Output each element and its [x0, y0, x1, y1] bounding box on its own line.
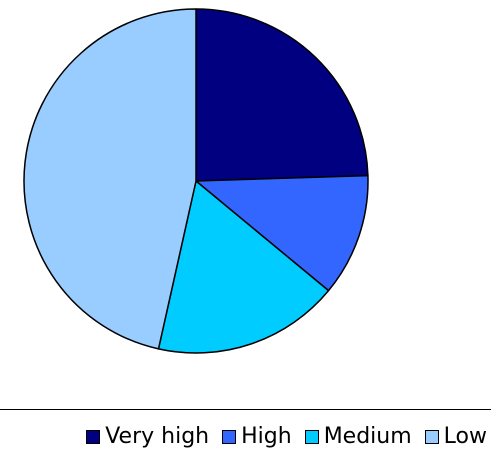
legend-item-high: High [222, 422, 292, 452]
legend-label-low: Low [443, 424, 487, 449]
legend-item-very-high: Very high [86, 422, 209, 452]
legend-item-medium: Medium [304, 422, 412, 452]
legend-label-very-high: Very high [105, 424, 210, 449]
pie-slice-low [23, 8, 197, 350]
pie-slice-very-high [195, 8, 369, 182]
legend-swatch-medium [304, 430, 319, 444]
legend-swatch-low [424, 430, 439, 444]
legend-item-low: Low [424, 422, 487, 452]
pie-slice-medium [157, 180, 330, 354]
legend-swatch-very-high [86, 430, 101, 444]
legend-label-high: High [241, 424, 292, 449]
legend-divider [0, 409, 491, 410]
legend-label-medium: Medium [323, 424, 412, 449]
pie-slice-high [195, 174, 369, 292]
legend: Very high High Medium Low [86, 422, 487, 453]
legend-swatch-high [222, 430, 237, 444]
